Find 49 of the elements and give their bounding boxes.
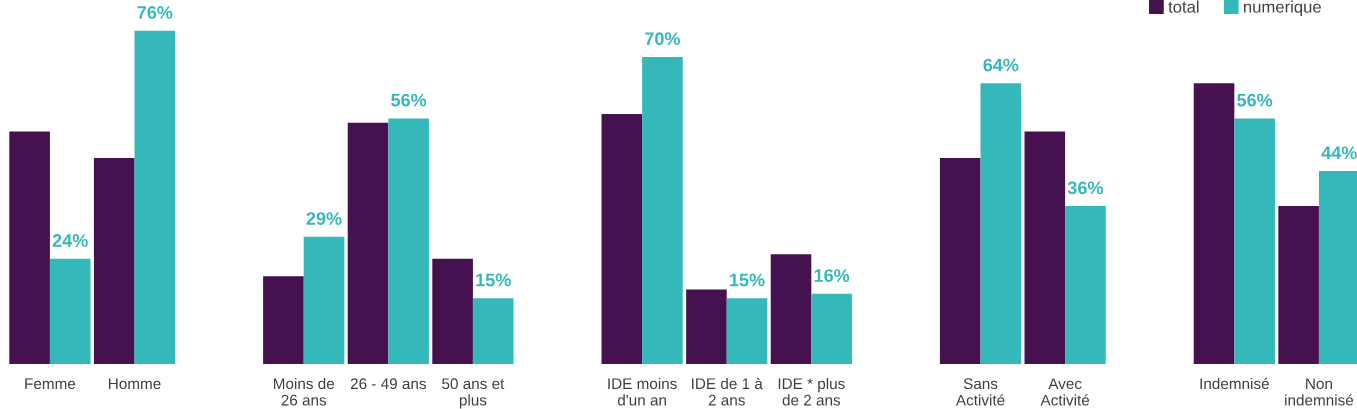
bar	[432, 258, 473, 364]
bar	[93, 157, 135, 364]
data-label: 29%	[306, 212, 342, 225]
bar	[1024, 131, 1066, 364]
bar	[939, 157, 981, 364]
bar	[263, 276, 304, 364]
bar	[1193, 83, 1235, 364]
x-tick-label: IDE moins d'un an	[608, 377, 677, 406]
data-label: 56%	[1237, 93, 1273, 107]
bar	[388, 118, 429, 364]
x-tick-label: IDE de 1 à 2 ans	[692, 377, 763, 406]
data-label: 15%	[730, 273, 765, 287]
data-label: 44%	[1321, 146, 1357, 160]
bar	[9, 131, 50, 364]
legend-label: total	[1168, 0, 1199, 13]
bar	[347, 122, 389, 364]
data-label: 56%	[391, 93, 427, 107]
bar	[642, 57, 683, 364]
data-label: 24%	[52, 234, 88, 247]
data-label: 15%	[476, 273, 511, 287]
x-tick-label: Sans Activité	[955, 378, 1005, 406]
data-label: 70%	[645, 32, 681, 46]
bar	[49, 258, 91, 364]
bar	[1065, 206, 1106, 364]
x-tick-label: 26 - 49 ans	[350, 378, 426, 390]
bar	[770, 254, 812, 364]
data-label: 64%	[983, 58, 1019, 72]
x-tick-label: Indemnisé	[1200, 377, 1269, 390]
bar	[811, 293, 852, 364]
bar	[686, 289, 727, 364]
data-label: 36%	[1067, 181, 1104, 195]
data-label: 16%	[814, 269, 850, 282]
bar	[980, 83, 1022, 364]
bar	[472, 298, 514, 364]
bar	[726, 298, 768, 364]
data-label: 76%	[137, 6, 173, 19]
x-tick-label: Moins de 26 ans	[273, 377, 335, 406]
bar	[134, 30, 176, 364]
bar	[303, 236, 345, 364]
x-tick-label: Non indemnisé	[1285, 378, 1354, 406]
bar	[601, 114, 643, 364]
bar	[1234, 118, 1275, 364]
x-tick-label: Homme	[109, 378, 161, 390]
x-tick-label: Femme	[25, 378, 76, 390]
x-tick-label: 50 ans et plus	[442, 378, 505, 409]
x-tick-label: Avec Activité	[1040, 378, 1090, 406]
x-tick-label: IDE * plus de 2 ans	[778, 377, 845, 406]
legend-label: numerique	[1244, 0, 1321, 17]
bar	[1278, 206, 1319, 364]
